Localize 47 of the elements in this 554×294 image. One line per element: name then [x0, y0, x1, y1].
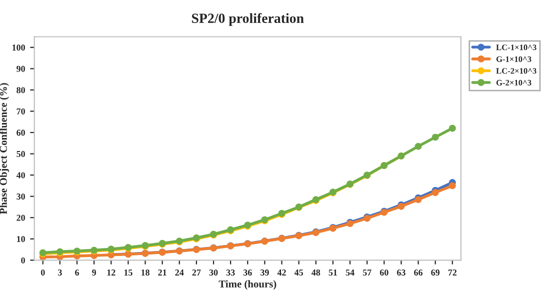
- point: [414, 142, 422, 150]
- y-tick-label: 70: [16, 108, 25, 114]
- legend-label: LC-2×10^3: [496, 68, 536, 74]
- y-tick-label: 40: [16, 172, 25, 178]
- x-tick-label: 6: [75, 270, 79, 276]
- y-tick-label: 20: [16, 214, 25, 221]
- x-tick-label: 27: [192, 270, 201, 276]
- y-tick-label: 60: [16, 130, 25, 136]
- x-tick-label: 36: [243, 270, 252, 276]
- x-tick-label: 48: [312, 269, 320, 276]
- x-tick-label: 21: [158, 270, 166, 276]
- x-tick-label: 63: [397, 270, 406, 276]
- point: [432, 189, 439, 196]
- y-tick-label: 30: [16, 193, 25, 200]
- x-tick-label: 57: [362, 270, 372, 276]
- y-tick-label: 90: [16, 66, 25, 72]
- point: [448, 182, 456, 190]
- x-tick-label: 3: [58, 270, 62, 276]
- x-tick-label: 30: [209, 269, 218, 276]
- x-tick-label: 66: [414, 270, 423, 276]
- legend-label: G-1×10^3: [496, 56, 532, 62]
- x-tick-label: 33: [226, 270, 235, 276]
- chart-title: SP2/0 proliferation: [192, 13, 304, 26]
- x-tick-label: 24: [175, 270, 184, 276]
- y-tick-label: 10: [17, 236, 25, 242]
- legend-label: G-2×10^3: [496, 80, 532, 86]
- point: [448, 124, 456, 132]
- x-tick-label: 39: [260, 270, 269, 276]
- x-axis-title: Time (hours): [218, 280, 276, 290]
- x-tick-label: 60: [380, 269, 388, 276]
- legend-label: LC-1×10^3: [496, 44, 536, 50]
- y-tick-label: 80: [16, 87, 25, 94]
- x-tick-label: 12: [107, 270, 116, 276]
- x-tick-label: 72: [448, 270, 457, 276]
- y-tick-label: 50: [16, 150, 25, 158]
- x-tick-label: 42: [277, 270, 286, 276]
- point: [432, 134, 439, 141]
- x-tick-label: 51: [328, 270, 337, 276]
- x-tick-label: 18: [141, 269, 150, 276]
- x-tick-label: 15: [124, 270, 132, 276]
- y-tick-label: 100: [12, 44, 25, 51]
- x-tick-label: 9: [92, 270, 96, 276]
- x-tick-label: 0: [40, 269, 45, 276]
- x-tick-label: 54: [346, 270, 354, 276]
- x-tick-label: 45: [294, 270, 304, 276]
- y-tick-label: 0: [21, 257, 25, 264]
- x-tick-label: 69: [431, 270, 440, 276]
